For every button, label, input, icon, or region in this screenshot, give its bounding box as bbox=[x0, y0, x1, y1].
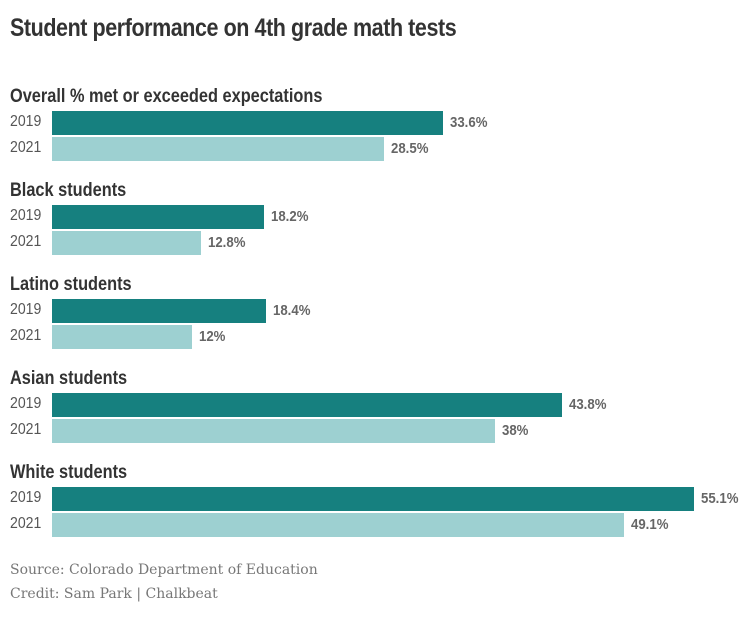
series-label: 2019 bbox=[10, 301, 42, 318]
bar-2019 bbox=[52, 393, 563, 417]
data-label: 18.4% bbox=[273, 302, 311, 319]
bar-2019 bbox=[52, 111, 444, 135]
data-label: 55.1% bbox=[701, 490, 739, 507]
bar-2019 bbox=[52, 205, 265, 229]
series-label: 2019 bbox=[10, 489, 42, 506]
bar-2021 bbox=[52, 419, 495, 443]
bar-2019 bbox=[52, 299, 267, 323]
data-label: 12.8% bbox=[208, 234, 246, 251]
bar-2021 bbox=[52, 231, 202, 255]
bar-2019 bbox=[52, 487, 694, 511]
series-label: 2021 bbox=[10, 421, 42, 438]
category-label: Asian students bbox=[10, 368, 128, 389]
bar-2021 bbox=[52, 325, 192, 349]
category-label: Black students bbox=[10, 180, 127, 201]
data-label: 38% bbox=[501, 422, 529, 439]
data-label: 43.8% bbox=[569, 396, 607, 413]
data-label: 28.5% bbox=[391, 140, 429, 157]
series-label: 2019 bbox=[10, 113, 42, 130]
data-label: 12% bbox=[198, 328, 226, 345]
category-label: Overall % met or exceeded expectations bbox=[10, 86, 323, 107]
series-label: 2019 bbox=[10, 395, 42, 412]
series-label: 2021 bbox=[10, 139, 42, 156]
series-label: 2021 bbox=[10, 327, 42, 344]
source-note: Source: Colorado Department of Education bbox=[10, 562, 318, 578]
category-label: Latino students bbox=[10, 274, 132, 295]
bar-2021 bbox=[52, 513, 625, 537]
data-label: 33.6% bbox=[450, 114, 488, 131]
series-label: 2021 bbox=[10, 233, 42, 250]
credit-note: Credit: Sam Park | Chalkbeat bbox=[10, 586, 218, 602]
chart-title: Student performance on 4th grade math te… bbox=[10, 14, 457, 42]
category-label: White students bbox=[10, 462, 128, 483]
data-label: 49.1% bbox=[631, 516, 669, 533]
bar-2021 bbox=[52, 137, 385, 161]
data-label: 18.2% bbox=[271, 208, 309, 225]
series-label: 2021 bbox=[10, 515, 42, 532]
series-label: 2019 bbox=[10, 207, 42, 224]
